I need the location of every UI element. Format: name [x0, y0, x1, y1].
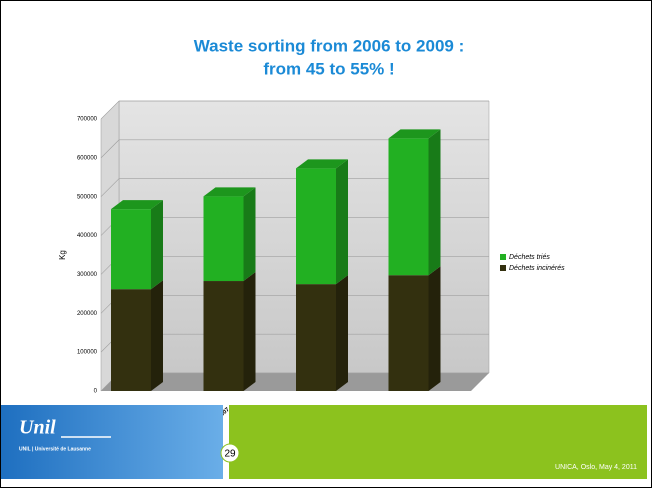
bar-side	[428, 129, 441, 276]
bar-side	[428, 266, 441, 391]
bar	[111, 289, 151, 391]
footer-institution: UNIL | Université de Lausanne	[19, 446, 91, 452]
legend-label: Déchets incinérés	[509, 265, 565, 272]
chart-subtitle: from 45 to 55% !	[263, 59, 394, 78]
legend-label: Déchets triés	[509, 254, 550, 261]
page-number: 29	[224, 449, 236, 460]
y-tick-label: 400000	[77, 233, 98, 239]
page-number-circle	[220, 443, 240, 463]
y-tick-label: 500000	[77, 194, 98, 200]
bar-side	[336, 275, 348, 391]
grid-line	[100, 178, 489, 197]
bar-side	[151, 280, 163, 391]
bar-top	[388, 129, 441, 139]
bar	[111, 209, 151, 290]
y-tick-label: 700000	[77, 117, 98, 123]
y-tick-label: 100000	[77, 350, 98, 356]
grid-line	[100, 139, 489, 159]
chart-title: Waste sorting from 2006 to 2009 :	[194, 36, 465, 55]
bar	[296, 284, 336, 391]
legend-swatch	[500, 265, 506, 271]
bar-top	[111, 200, 163, 210]
bar-side	[243, 272, 256, 391]
bar	[388, 138, 429, 276]
footer-logo-band	[1, 405, 223, 479]
bar-side	[151, 200, 163, 290]
grid-line	[100, 100, 489, 120]
bar	[388, 275, 429, 391]
footer-logo: Unil	[19, 417, 56, 439]
legend-swatch	[500, 254, 506, 260]
y-tick-label: 200000	[77, 311, 98, 317]
y-axis-label: Kg	[58, 250, 67, 260]
bar-top	[203, 187, 256, 197]
y-tick-label: 0	[94, 389, 98, 395]
y-tick-label: 300000	[77, 272, 98, 278]
bar	[296, 168, 336, 285]
bar	[203, 196, 244, 282]
bar-top	[296, 159, 348, 169]
bar	[203, 281, 244, 391]
bar-side	[243, 187, 256, 282]
footer-event: UNICA, Oslo, May 4, 2011	[555, 464, 637, 471]
bar-side	[336, 159, 348, 285]
footer-band	[229, 405, 647, 479]
y-tick-label: 600000	[77, 155, 98, 161]
